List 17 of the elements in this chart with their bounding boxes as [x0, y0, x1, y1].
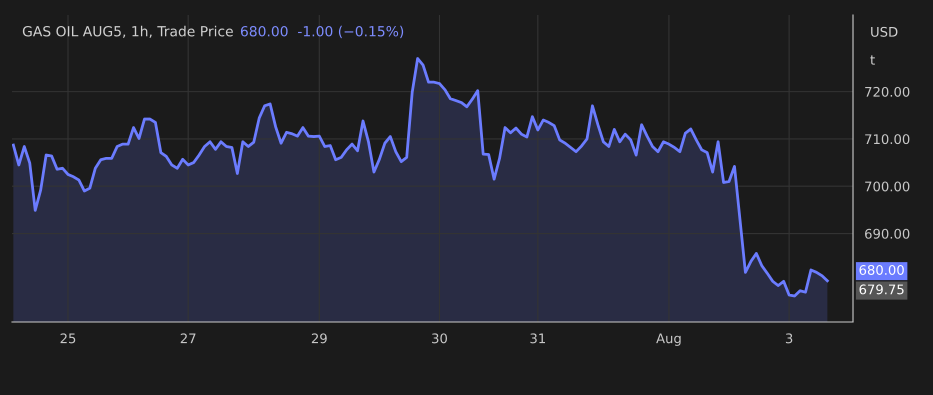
x-tick-label: 30: [432, 333, 447, 344]
y-tick-label: 700.00: [865, 181, 910, 192]
text: 679.75: [859, 284, 904, 294]
x-tick-label: Aug: [656, 334, 681, 346]
y-tick-label: 690.00: [865, 228, 910, 239]
y-tick-label: 710.00: [865, 134, 910, 144]
x-tick-label: 25: [60, 333, 76, 344]
x-tick-label: 31: [530, 333, 545, 344]
y-tick-label: 720.00: [865, 86, 910, 97]
text: GAS OIL AUG5, 1h, Trade Price: [22, 26, 233, 38]
text: 680.00 -1.00 (−0.15%): [240, 26, 404, 38]
text: 680.00: [859, 264, 904, 275]
x-tick-label: 29: [312, 333, 327, 344]
x-tick-label: 27: [180, 333, 196, 344]
text: USD: [871, 26, 898, 37]
x-tick-label: 3: [786, 333, 792, 344]
text: t: [870, 55, 875, 65]
